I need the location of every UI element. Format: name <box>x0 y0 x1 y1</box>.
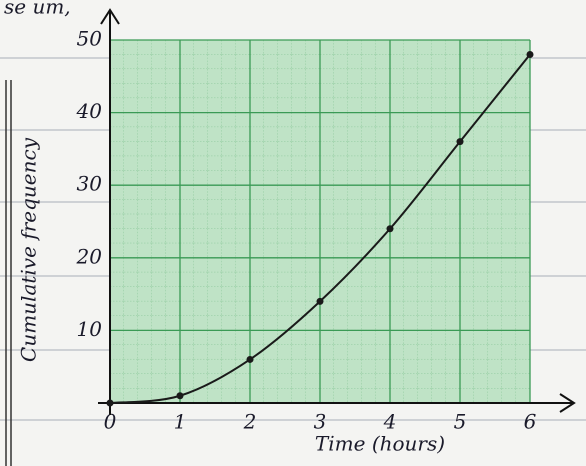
x-tick-label: 1 <box>174 410 187 434</box>
x-tick-label: 4 <box>383 410 397 434</box>
x-tick-label: 3 <box>314 410 327 434</box>
y-tick-label: 20 <box>76 244 103 268</box>
y-tick-label: 30 <box>77 172 103 196</box>
point <box>106 399 114 407</box>
point <box>246 355 254 363</box>
annotation: se um, <box>4 0 71 19</box>
x-tick-label: 2 <box>243 410 257 434</box>
x-axis-label: Time (hours) <box>315 432 445 456</box>
point <box>176 392 184 400</box>
point <box>316 297 324 305</box>
y-tick-label: 40 <box>76 99 103 123</box>
x-tick-label: 5 <box>454 410 467 434</box>
x-tick-label: 6 <box>524 410 537 434</box>
x-axis-arrow <box>559 393 576 413</box>
y-tick-label: 50 <box>77 27 103 51</box>
x-tick-label: 0 <box>104 410 117 434</box>
point <box>456 138 464 146</box>
y-tick-label: 10 <box>77 317 103 341</box>
y-axis-label: Cumulative frequency <box>17 137 41 362</box>
point <box>386 225 394 233</box>
y-axis-arrow <box>100 8 120 25</box>
point <box>526 51 534 59</box>
